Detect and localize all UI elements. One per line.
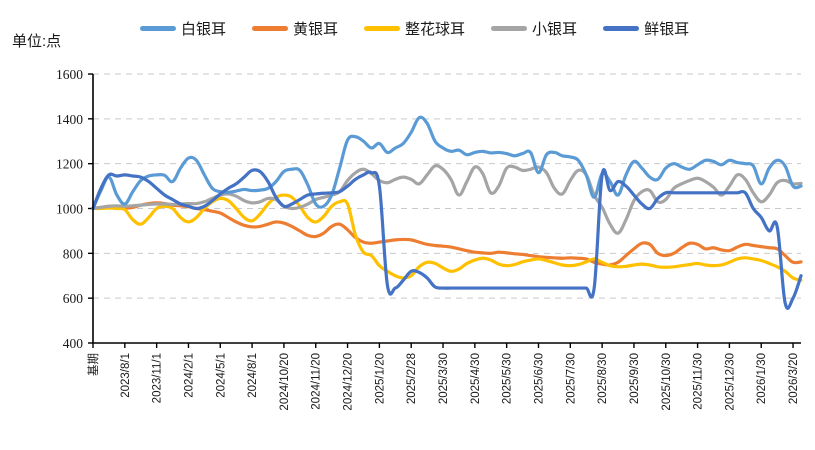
- y-tick-label: 800: [63, 246, 84, 261]
- x-tick-label: 2026/1/30: [756, 353, 768, 404]
- x-tick-label: 2024/2/1: [183, 353, 195, 398]
- series-line-3: [91, 164, 803, 235]
- legend-label-huang: 黄银耳: [293, 21, 339, 38]
- series-line-1: [91, 201, 803, 267]
- y-tick-label: 1400: [56, 112, 83, 127]
- legend-item-zhenghua[interactable]: 整花球耳: [364, 18, 465, 39]
- x-tick-label: 2025/6/30: [533, 353, 545, 404]
- chart-legend: 白银耳 黄银耳 整花球耳 小银耳 鲜银耳: [140, 18, 689, 39]
- legend-swatch-xian: [603, 26, 640, 31]
- x-tick-label: 2025/3/30: [438, 353, 450, 404]
- legend-label-zhenghua: 整花球耳: [405, 21, 466, 38]
- x-tick-label: 2025/7/30: [565, 353, 577, 404]
- x-tick-label: 2024/12/20: [343, 353, 355, 411]
- y-axis-ticklabels: 400 600 800 1000 1200 1400 1600: [56, 67, 83, 351]
- chart-legend-row: 单位:点 白银耳 黄银耳 整花球耳 小银耳 鲜银耳: [0, 0, 815, 60]
- legend-label-xian: 鲜银耳: [644, 21, 690, 38]
- y-tick-label: 1200: [56, 157, 83, 172]
- legend-swatch-bai: [140, 26, 176, 31]
- x-tick-label: 2025/10/30: [661, 353, 673, 411]
- x-tick-label: 2026/3/20: [788, 353, 800, 404]
- legend-item-bai[interactable]: 白银耳: [140, 18, 226, 39]
- x-axis-tickmarks: [92, 343, 794, 348]
- x-tick-label: 2025/1/20: [374, 353, 386, 404]
- legend-item-xiao[interactable]: 小银耳: [491, 18, 577, 39]
- x-axis-ticklabels: 基期 2023/8/1 2023/11/1 2024/2/1 2024/5/1 2024/…: [87, 353, 800, 411]
- x-tick-label: 2023/8/1: [120, 353, 132, 398]
- series-line-0: [91, 115, 803, 211]
- x-tick-label: 2025/4/30: [470, 353, 482, 404]
- x-tick-label: 2025/2/28: [406, 353, 418, 404]
- unit-label: 单位:点: [12, 33, 62, 50]
- legend-swatch-zhenghua: [364, 26, 401, 31]
- gridlines-group: [93, 73, 801, 299]
- x-tick-label: 2025/8/30: [597, 353, 609, 404]
- legend-label-xiao: 小银耳: [532, 21, 578, 38]
- x-tick-label: 2024/5/1: [215, 353, 227, 398]
- x-tick-label: 2025/5/30: [502, 353, 514, 404]
- series-line-4: [91, 168, 803, 310]
- legend-swatch-huang: [252, 26, 289, 31]
- y-tick-label: 1000: [56, 202, 83, 217]
- x-tick-label: 2023/11/1: [152, 353, 164, 403]
- x-tick-label: 2025/9/30: [629, 353, 641, 404]
- series-group: [91, 115, 803, 310]
- x-tick-label: 2025/12/30: [724, 353, 736, 411]
- legend-item-huang[interactable]: 黄银耳: [252, 18, 338, 39]
- x-tick-label: 2025/11/30: [693, 353, 705, 410]
- x-tick-label: 基期: [87, 353, 100, 376]
- legend-item-xian[interactable]: 鲜银耳: [603, 18, 689, 39]
- legend-label-bai: 白银耳: [181, 21, 227, 38]
- y-tick-label: 600: [63, 291, 84, 306]
- y-tick-label: 1600: [56, 67, 83, 82]
- x-tick-label: 2024/10/20: [279, 353, 291, 411]
- legend-swatch-xiao: [491, 26, 528, 31]
- x-tick-label: 2024/8/1: [247, 353, 259, 398]
- y-tick-label: 400: [63, 336, 84, 351]
- x-tick-label: 2024/11/20: [311, 353, 323, 410]
